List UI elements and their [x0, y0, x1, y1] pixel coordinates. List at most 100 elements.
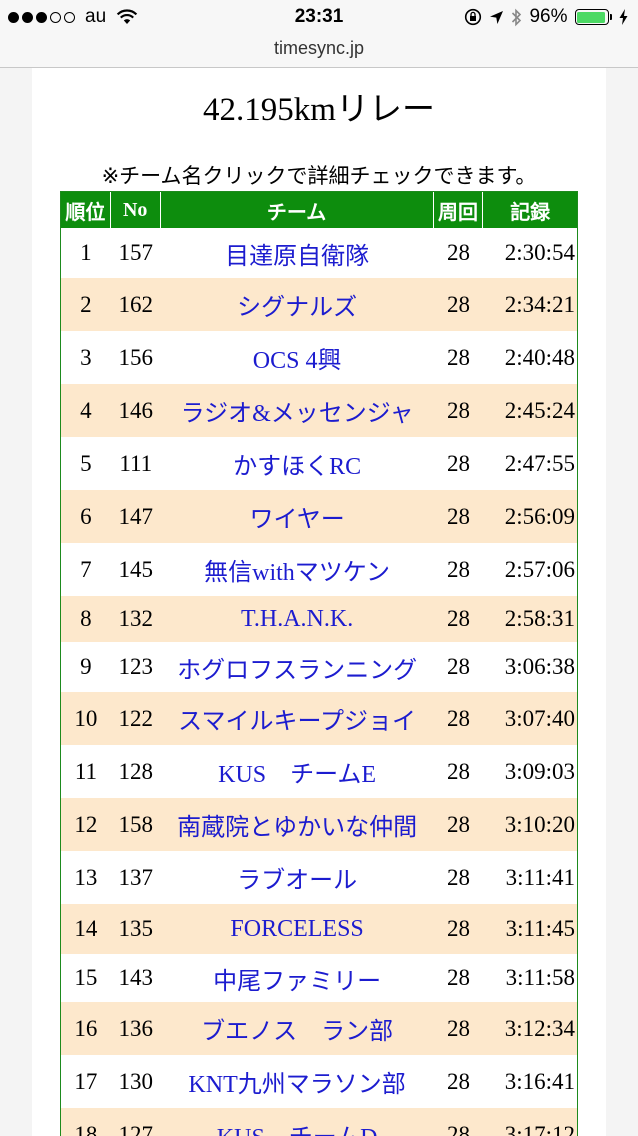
team-name-link[interactable]: ブエノス ラン部	[201, 1019, 394, 1045]
team-name-link[interactable]: 南蔵院とゆかいな仲間	[177, 815, 418, 841]
cell-time: 2:57:06	[504, 556, 576, 582]
cell-rank: 3	[80, 344, 92, 370]
team-name-link[interactable]: 中尾ファミリー	[213, 968, 382, 995]
cell-laps: 28	[446, 758, 470, 784]
cell-time: 3:07:40	[504, 705, 576, 731]
cell-team: KUS チームD	[161, 1117, 434, 1136]
team-name-link[interactable]: KUS チームD	[217, 1117, 378, 1136]
carrier-label: au	[85, 6, 107, 27]
cell-laps: 28	[446, 864, 470, 890]
cell-team: かすほくRC	[161, 446, 434, 481]
cell-no: 157	[118, 240, 153, 265]
cell-no: 135	[118, 916, 153, 941]
cell-rank: 14	[74, 916, 98, 941]
cell-team: ラジオ&メッセンジャ	[161, 393, 434, 428]
cell-no: 132	[118, 606, 153, 631]
cell-time: 3:11:45	[505, 916, 576, 941]
cell-laps: 28	[446, 397, 470, 423]
battery-percent: 96%	[529, 6, 568, 27]
cell-team: 目達原自衛隊	[161, 236, 434, 271]
cell-laps: 28	[446, 654, 470, 679]
table-row: 2 162 シグナルズ 28 2:34:21	[61, 278, 577, 331]
table-row: 12 158 南蔵院とゆかいな仲間 28 3:10:20	[61, 798, 577, 851]
cell-rank: 5	[80, 450, 92, 476]
table-row: 11 128 KUS チームE 28 3:09:03	[61, 745, 577, 798]
cell-rank: 2	[80, 291, 92, 317]
cell-time: 2:58:31	[504, 606, 576, 631]
cell-laps: 28	[446, 705, 470, 731]
cell-team: スマイルキープジョイ	[161, 701, 434, 736]
cell-time: 3:06:38	[504, 654, 576, 679]
cell-rank: 1	[80, 240, 92, 265]
team-name-link[interactable]: シグナルズ	[237, 295, 358, 321]
cell-rank: 8	[80, 606, 92, 631]
cell-team: ホグロフスランニング	[161, 650, 434, 685]
team-name-link[interactable]: KNT九州マラソン部	[188, 1072, 406, 1098]
table-row: 4 146 ラジオ&メッセンジャ 28 2:45:24	[61, 384, 577, 437]
cell-laps: 28	[446, 1121, 470, 1136]
url-bar[interactable]: timesync.jp	[0, 36, 638, 68]
cell-rank: 7	[80, 556, 92, 582]
page-title: 42.195kmリレー	[203, 92, 435, 128]
wifi-icon	[116, 9, 138, 24]
table-row: 7 145 無信withマツケン 28 2:57:06	[61, 543, 577, 596]
team-name-link[interactable]: ラジオ&メッセンジャ	[180, 401, 414, 427]
cell-rank: 6	[80, 503, 92, 529]
cell-time: 3:11:41	[505, 864, 576, 890]
cell-laps: 28	[446, 1015, 470, 1041]
clock: 23:31	[294, 6, 344, 27]
cell-no: 123	[118, 654, 153, 679]
team-name-link[interactable]: FORCELESS	[230, 915, 364, 942]
header-laps: 周回	[434, 192, 484, 228]
cell-no: 156	[118, 344, 153, 370]
cell-no: 146	[118, 397, 153, 423]
cell-rank: 13	[74, 864, 98, 890]
cell-time: 2:56:09	[504, 503, 576, 529]
cell-team: 南蔵院とゆかいな仲間	[161, 807, 434, 842]
header-rank: 順位	[61, 192, 111, 228]
cell-team: ブエノス ラン部	[161, 1011, 434, 1046]
cell-rank: 4	[80, 397, 92, 423]
table-row: 8 132 T.H.A.N.K. 28 2:58:31	[61, 596, 577, 642]
cell-laps: 28	[446, 965, 470, 990]
cell-time: 3:12:34	[504, 1015, 576, 1041]
cell-time: 3:11:58	[505, 965, 576, 990]
team-name-link[interactable]: 無信withマツケン	[204, 560, 391, 586]
results-table: 順位 No チーム 周回 記録 1 157 目達原自衛隊 28 2:30:54 2 162 シ…	[60, 191, 578, 1136]
table-row: 9 123 ホグロフスランニング 28 3:06:38	[61, 642, 577, 692]
team-name-link[interactable]: ホグロフスランニング	[177, 657, 418, 684]
cell-team: T.H.A.N.K.	[161, 606, 434, 633]
status-right: 96%	[464, 6, 628, 28]
team-name-link[interactable]: スマイルキープジョイ	[178, 709, 417, 735]
cell-no: 136	[118, 1015, 153, 1041]
table-body: 1 157 目達原自衛隊 28 2:30:54 2 162 シグナルズ 28 2:34:21 3 15…	[61, 228, 577, 1136]
team-name-link[interactable]: T.H.A.N.K.	[240, 605, 354, 632]
cell-no: 147	[118, 503, 153, 529]
cell-time: 3:09:03	[504, 758, 576, 784]
orientation-lock-icon	[465, 8, 482, 26]
cell-no: 143	[118, 965, 153, 990]
cell-time: 2:47:55	[504, 450, 576, 476]
cell-rank: 12	[74, 811, 98, 837]
cell-time: 2:40:48	[504, 344, 576, 370]
table-header: 順位 No チーム 周回 記録	[61, 192, 577, 228]
table-row: 16 136 ブエノス ラン部 28 3:12:34	[61, 1002, 577, 1055]
page-content: 42.195kmリレー ※チーム名クリックで詳細チェックできます。 順位 No …	[32, 68, 606, 1136]
table-row: 14 135 FORCELESS 28 3:11:45	[61, 904, 577, 954]
cell-laps: 28	[446, 811, 470, 837]
charging-bolt-icon	[619, 9, 628, 25]
cell-team: シグナルズ	[161, 287, 434, 322]
cell-time: 2:45:24	[504, 397, 576, 423]
team-name-link[interactable]: OCS 4興	[252, 348, 342, 374]
cell-team: FORCELESS	[161, 916, 434, 943]
team-name-link[interactable]: ワイヤー	[249, 507, 345, 533]
cell-time: 2:34:21	[504, 291, 576, 317]
cell-laps: 28	[446, 556, 470, 582]
team-name-link[interactable]: かすほくRC	[233, 454, 362, 480]
table-row: 6 147 ワイヤー 28 2:56:09	[61, 490, 577, 543]
cell-no: 158	[118, 811, 153, 837]
team-name-link[interactable]: ラブオール	[237, 868, 358, 894]
team-name-link[interactable]: KUS チームE	[218, 762, 377, 788]
team-name-link[interactable]: 目達原自衛隊	[225, 243, 370, 270]
header-time: 記録	[510, 199, 551, 224]
